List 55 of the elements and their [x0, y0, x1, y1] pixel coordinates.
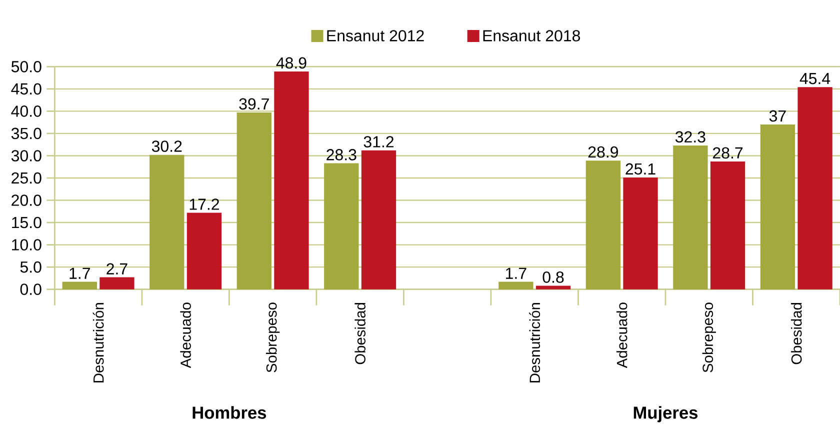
legend-label: Ensanut 2018	[483, 30, 580, 42]
data-label: 30.2	[152, 140, 182, 152]
data-label: 17.2	[190, 198, 219, 210]
data-label: 28.7	[712, 147, 743, 159]
y-tick-label: 15.0	[12, 217, 42, 228]
bar	[760, 124, 796, 290]
data-label: 39.7	[239, 98, 269, 110]
y-tick-label: 0.0	[20, 284, 42, 296]
y-tick-label: 40.0	[11, 106, 42, 118]
x-tick-label: Desnutrición	[92, 303, 104, 383]
bar	[586, 160, 621, 290]
bar	[361, 150, 396, 290]
data-label: 2.7	[106, 263, 128, 275]
data-label: 25.1	[626, 163, 656, 175]
bar	[62, 282, 97, 290]
bar	[673, 146, 708, 290]
text: Mujeres	[634, 406, 698, 422]
y-tick-label: 5.0	[20, 262, 42, 273]
legend-label: Ensanut 2012	[327, 30, 424, 42]
data-label: 1.7	[506, 268, 526, 279]
x-tick-label: Adecuado	[616, 302, 628, 368]
data-label: 48.9	[276, 57, 306, 69]
bar	[710, 162, 746, 290]
bar	[536, 286, 571, 290]
x-tick-label: Sobrepeso	[266, 302, 280, 372]
bar	[623, 178, 658, 290]
y-tick-label: 10.0	[12, 239, 42, 251]
bar	[324, 163, 359, 290]
x-tick-label: Obesidad	[354, 303, 366, 364]
x-tick-label: Desnutrición	[529, 303, 540, 383]
x-tick-label: Adecuado	[180, 302, 191, 368]
bar	[100, 277, 134, 290]
data-label: 28.3	[326, 149, 356, 161]
bar	[236, 112, 272, 290]
y-tick-label: 45.0	[11, 83, 42, 95]
bar	[798, 87, 832, 290]
y-tick-label: 50.0	[11, 61, 42, 72]
x-tick-label: Sobrepeso	[702, 302, 716, 372]
y-tick-label: 35.0	[11, 128, 42, 140]
data-label: 28.9	[588, 146, 618, 158]
bar	[150, 155, 184, 290]
bar	[274, 72, 309, 290]
bar	[186, 212, 222, 290]
data-label: 1.7	[70, 268, 90, 279]
y-tick-label: 30.0	[11, 150, 42, 162]
data-label: 32.3	[675, 131, 706, 143]
bar	[498, 282, 534, 290]
data-label: 37	[769, 110, 786, 122]
data-label: 31.2	[364, 136, 394, 148]
data-label: 45.4	[800, 73, 830, 84]
data-label: 0.8	[542, 272, 564, 283]
y-tick-label: 25.0	[12, 172, 42, 184]
text: Hombres	[192, 406, 266, 419]
x-tick-label: Obesidad	[790, 303, 802, 364]
y-tick-label: 20.0	[12, 194, 42, 206]
